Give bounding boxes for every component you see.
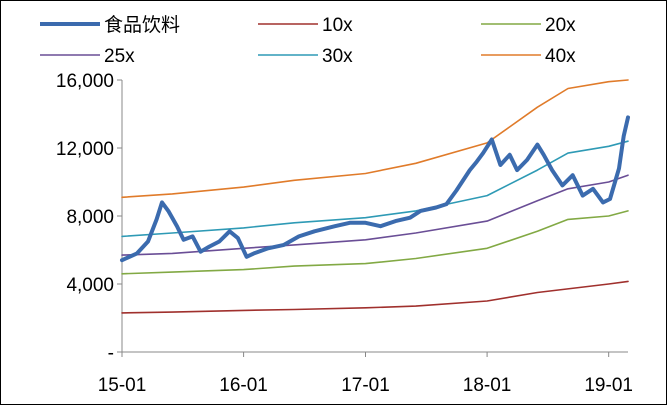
x-tick-label: 15-01 xyxy=(98,375,147,396)
legend-label-2: 20x xyxy=(545,15,576,36)
legend-label-0: 食品饮料 xyxy=(104,14,180,36)
plot-area xyxy=(120,79,630,314)
y-tick-label: 4,000 xyxy=(66,275,114,296)
series-line-3 xyxy=(121,174,629,256)
legend-label-4: 30x xyxy=(322,46,353,67)
x-tick-label: 17-01 xyxy=(341,375,390,396)
legend-label-3: 25x xyxy=(104,46,135,67)
series-line-0 xyxy=(120,115,630,263)
series-line-1 xyxy=(121,280,629,314)
series-line-4 xyxy=(121,140,629,238)
legend-label-1: 10x xyxy=(322,15,353,36)
x-tick-label: 19-01 xyxy=(584,375,633,396)
y-tick-label: 8,000 xyxy=(66,207,114,228)
legend-label-5: 40x xyxy=(545,46,576,67)
series-line-5 xyxy=(121,79,629,199)
series-line-2 xyxy=(121,210,629,275)
x-axis: 15-01 16-01 17-01 18-01 19-01 xyxy=(98,351,633,396)
y-tick-label: 16,000 xyxy=(56,71,114,92)
x-tick-label: 18-01 xyxy=(463,375,512,396)
y-tick-label: 12,000 xyxy=(56,139,114,160)
legend: 食品饮料 10x 20x 25x 30x 40x xyxy=(40,14,576,67)
y-tick-label: - xyxy=(108,343,114,364)
y-axis: - 4,000 8,000 12,000 16,000 xyxy=(56,71,123,364)
x-tick-label: 16-01 xyxy=(219,375,268,396)
